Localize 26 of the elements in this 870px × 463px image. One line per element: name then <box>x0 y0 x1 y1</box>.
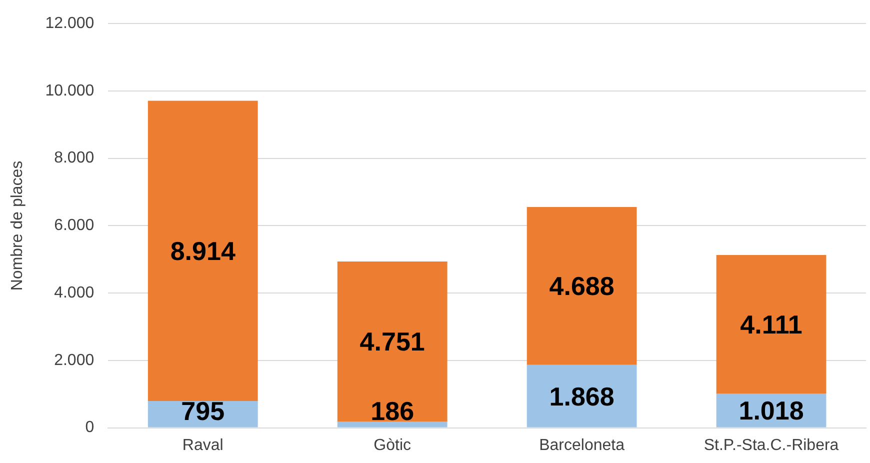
bar <box>526 206 637 365</box>
y-tick-label: 4.000 <box>54 284 94 302</box>
y-tick-label: 12.000 <box>45 15 94 32</box>
data-label: 4.688 <box>549 271 614 302</box>
bar <box>337 262 448 422</box>
x-tick-label: Raval <box>182 436 224 454</box>
bar <box>526 364 637 428</box>
y-tick-label: 2.000 <box>54 352 94 369</box>
bar <box>337 422 448 428</box>
y-tick-label: 0 <box>85 419 94 436</box>
y-tick-label: 8.000 <box>54 150 94 167</box>
bar <box>716 255 826 394</box>
y-tick-label: 10.000 <box>45 82 94 100</box>
y-tick-label: 6.000 <box>54 217 94 234</box>
data-label: 4.751 <box>360 326 425 357</box>
data-label: 186 <box>370 396 414 426</box>
y-axis-title: Nombre de places <box>9 160 26 291</box>
data-label: 4.111 <box>740 309 802 340</box>
bar <box>148 100 258 402</box>
data-label: 1.018 <box>738 396 804 426</box>
data-label: 795 <box>181 396 225 426</box>
x-tick-label: Gòtic <box>374 436 412 454</box>
x-tick-label: St.P.-Sta.C.-Ribera <box>704 436 839 454</box>
data-label: 8.914 <box>170 236 236 266</box>
x-tick-label: Barceloneta <box>539 436 625 454</box>
data-label: 1.868 <box>549 381 614 412</box>
